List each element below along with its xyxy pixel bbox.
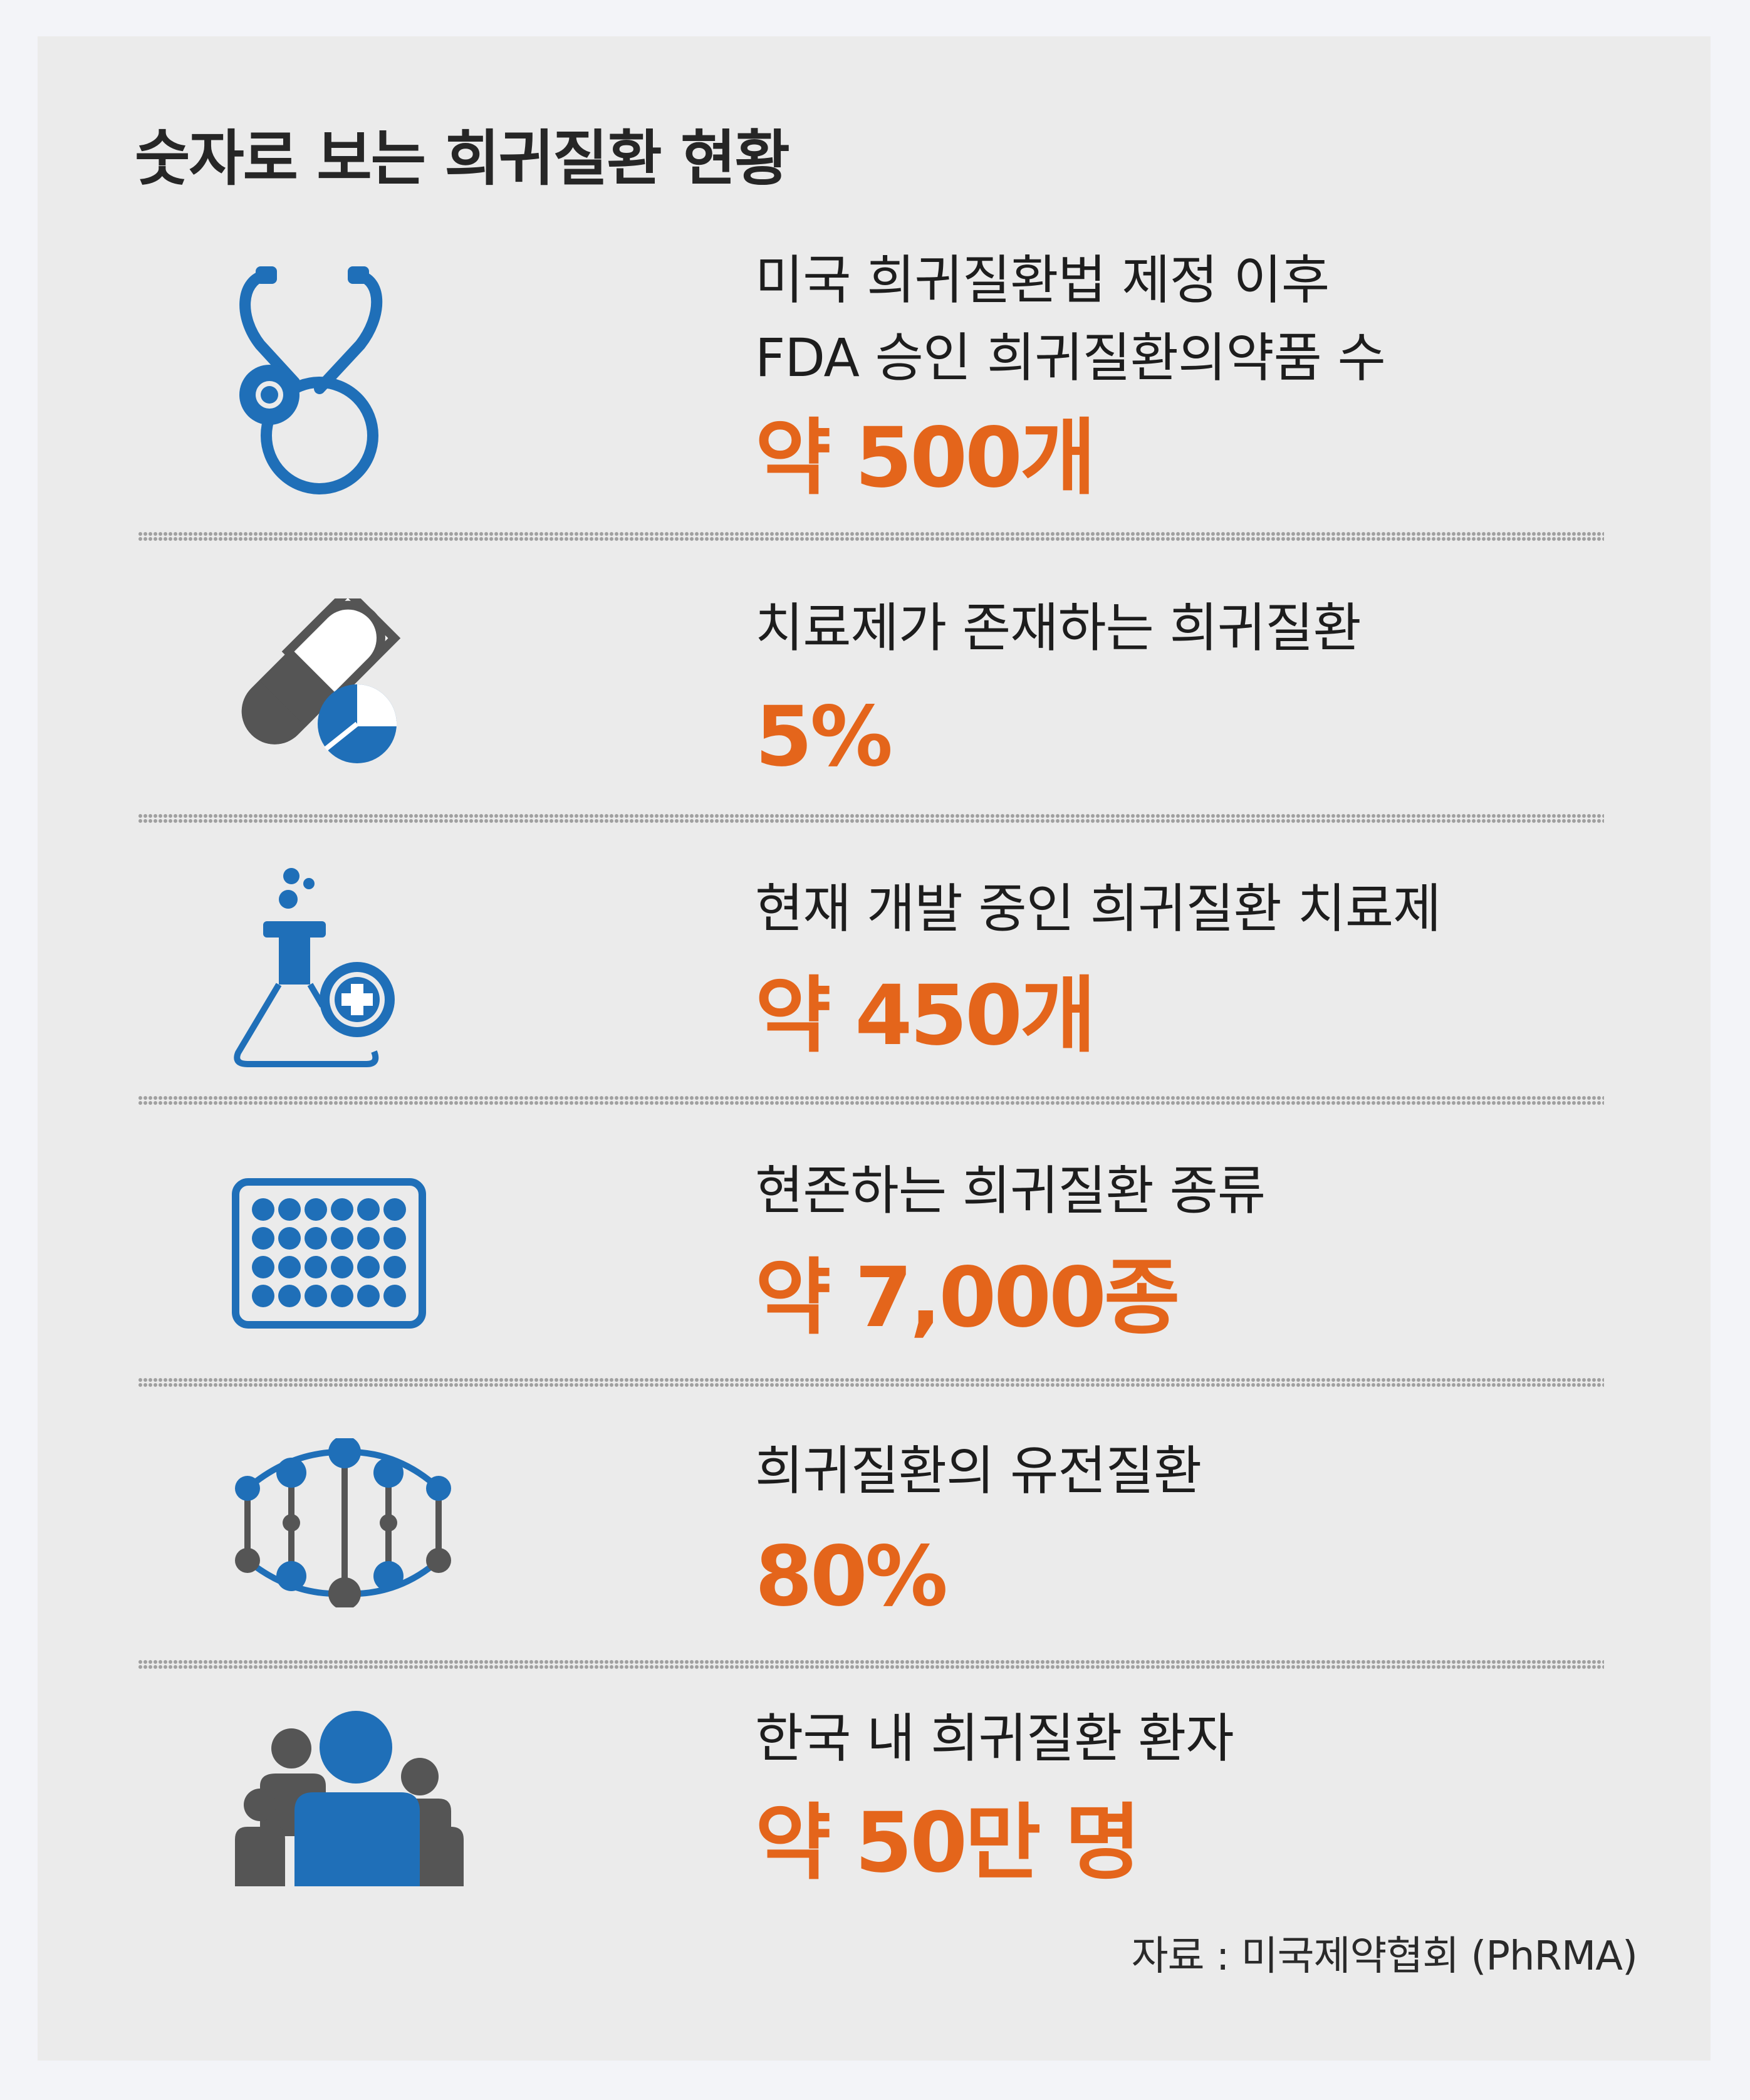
- divider: [138, 1659, 1604, 1669]
- well-plate-icon: [232, 1178, 426, 1329]
- people-group-icon: [235, 1711, 464, 1886]
- divider: [138, 1377, 1604, 1387]
- stat-label: 미국 희귀질환법 제정 이후 FDA 승인 희귀질환의약품 수: [755, 249, 1386, 389]
- divider: [138, 1095, 1604, 1105]
- divider: [138, 813, 1604, 823]
- stat-label: 희귀질환의 유전질환: [755, 1440, 1202, 1502]
- stat-label: 현존하는 희귀질환 종류: [755, 1160, 1266, 1221]
- stat-label: 치료제가 존재하는 희귀질환: [755, 597, 1362, 659]
- stat-value: 약 450개: [755, 968, 1096, 1064]
- stethoscope-icon: [239, 266, 383, 494]
- stat-value: 약 500개: [755, 410, 1096, 506]
- page-title: 숫자로 보는 희귀질환 현황: [135, 123, 790, 194]
- stat-label: 한국 내 희귀질환 환자: [755, 1708, 1234, 1769]
- stat-value: 약 50만 명: [755, 1795, 1141, 1891]
- dna-icon: [235, 1438, 451, 1607]
- flask-icon: [234, 868, 395, 1067]
- source-caption: 자료 : 미국제약협회 (PhRMA): [1131, 1933, 1638, 1980]
- infographic-panel: [38, 36, 1711, 2061]
- stat-value: 80%: [755, 1528, 948, 1625]
- pill-capsule-icon: [241, 598, 401, 763]
- stat-value: 5%: [755, 689, 893, 785]
- stat-label: 현재 개발 중인 희귀질환 치료제: [755, 878, 1441, 939]
- divider: [138, 531, 1604, 541]
- stat-value: 약 7,000종: [755, 1250, 1180, 1346]
